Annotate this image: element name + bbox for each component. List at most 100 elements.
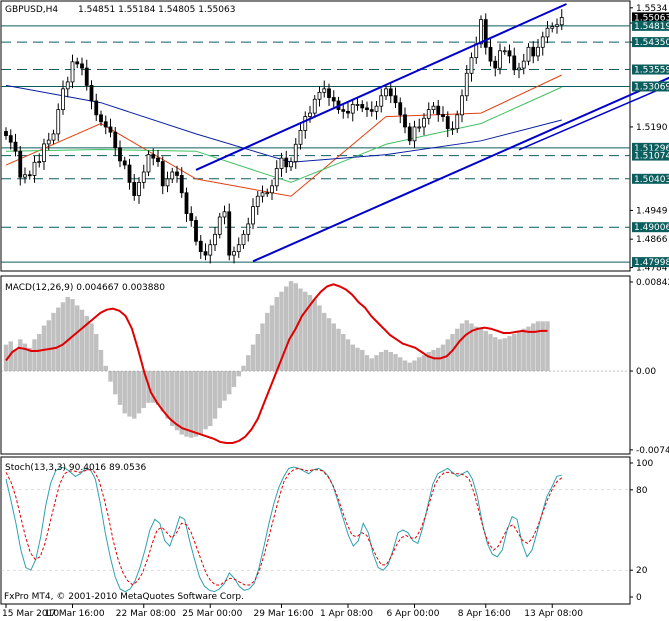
macd-hist-bar (474, 326, 479, 372)
candle-body (232, 251, 236, 256)
level-price-tag (632, 173, 669, 184)
macd-hist-bar (407, 362, 412, 372)
candle-body (198, 240, 203, 253)
candle-body (331, 97, 336, 102)
candle-body (531, 46, 536, 57)
level-price-label: 1.53069 (634, 82, 669, 92)
macd-hist-bar (341, 334, 346, 372)
candle-body (403, 114, 407, 128)
candle-body (127, 164, 132, 183)
macd-hist-bar (165, 371, 170, 419)
price-pane: 1.55341.54901.54351.51901.49491.48661.47… (1, 3, 669, 274)
macd-tick-label: 0.00842 (636, 278, 669, 288)
stoch-tick-label: 20 (636, 566, 648, 576)
macd-hist-bar (222, 371, 227, 401)
candle-body (132, 181, 137, 196)
candle-body (355, 104, 360, 106)
candle-body (464, 72, 469, 97)
candle-body (118, 147, 122, 162)
candle-body (341, 109, 346, 112)
macd-hist-bar (326, 318, 332, 372)
macd-hist-bar (336, 328, 341, 372)
candle-body (417, 126, 422, 129)
candle-body (260, 192, 265, 197)
stoch-tick-label: 0 (636, 593, 642, 603)
macd-hist-bar (526, 326, 531, 372)
macd-hist-bar (488, 334, 493, 372)
candle-body (488, 46, 493, 62)
candle-body (270, 185, 274, 194)
macd-hist-bar (360, 349, 365, 372)
macd-hist-bar (483, 330, 488, 372)
level-price-label: 1.51074 (634, 152, 669, 162)
macd-hist-bar (13, 349, 18, 372)
macd-hist-bar (18, 339, 23, 372)
candle-body (75, 61, 80, 65)
price-tick-label: 1.5534 (636, 4, 668, 14)
candle-body (308, 112, 312, 117)
macd-hist-bar (279, 291, 284, 372)
channel-line (195, 3, 567, 171)
level-price-label: 1.54350 (634, 38, 669, 48)
macd-hist-bar (122, 371, 127, 414)
candle-body (279, 157, 284, 169)
candle-body (217, 216, 222, 235)
time-tick-label: 22 Mar 08:00 (116, 609, 176, 619)
level-price-tag (632, 64, 669, 75)
candle-body (89, 84, 94, 102)
time-tick-label: 8 Apr 16:00 (458, 609, 511, 619)
level-price-tag (632, 257, 669, 268)
candle-body (455, 114, 460, 130)
macd-hist-bar (117, 371, 123, 405)
candle-body (303, 116, 308, 131)
level-price-label: 1.51296 (634, 144, 669, 154)
macd-hist-bar (170, 371, 175, 427)
level-price-label: 1.49006 (634, 223, 669, 233)
candle-body (374, 105, 379, 112)
macd-hist-bar (203, 371, 208, 430)
macd-hist-bar (56, 307, 61, 372)
candle-body (422, 117, 426, 128)
candle-body (61, 88, 65, 111)
candle-body (70, 61, 75, 83)
macd-hist-bar (84, 316, 89, 372)
macd-hist-bar (79, 309, 85, 372)
macd-hist-bar (41, 325, 47, 372)
candle-body (42, 143, 46, 162)
level-price-label: 1.53559 (634, 65, 669, 75)
ohlc-readout: 1.54851 1.55184 1.54805 1.55063 (78, 5, 235, 15)
macd-hist-bar (393, 354, 398, 372)
macd-hist-bar (179, 371, 184, 435)
macd-hist-bar (22, 343, 28, 372)
macd-hist-bar (127, 371, 132, 417)
level-price-tag (632, 150, 669, 161)
macd-hist-bar (497, 339, 503, 372)
candle-body (555, 24, 559, 27)
macd-hist-bar (507, 336, 512, 372)
candle-body (156, 157, 160, 162)
price-tick-label: 1.5190 (636, 123, 668, 133)
candle-body (379, 95, 384, 107)
price-tick-label: 1.4949 (636, 206, 668, 216)
stoch-tick-label: 100 (636, 459, 653, 469)
candle-body (407, 126, 412, 142)
macd-hist-bar (103, 365, 108, 372)
candle-body (165, 178, 170, 187)
candle-body (27, 174, 32, 177)
candle-body (460, 95, 464, 116)
candle-body (84, 67, 89, 86)
level-price-tag (632, 81, 669, 92)
macd-hist-bar (141, 371, 146, 409)
macd-hist-bar (298, 288, 303, 372)
candle-body (213, 233, 217, 246)
candle-body (545, 27, 550, 38)
macd-hist-bar (160, 371, 165, 412)
macd-hist-bar (540, 321, 545, 372)
macd-hist-bar (322, 312, 327, 372)
macd-hist-bar (421, 355, 427, 372)
candle-body (450, 128, 455, 131)
candle-body (441, 114, 445, 117)
candle-body (507, 50, 512, 57)
